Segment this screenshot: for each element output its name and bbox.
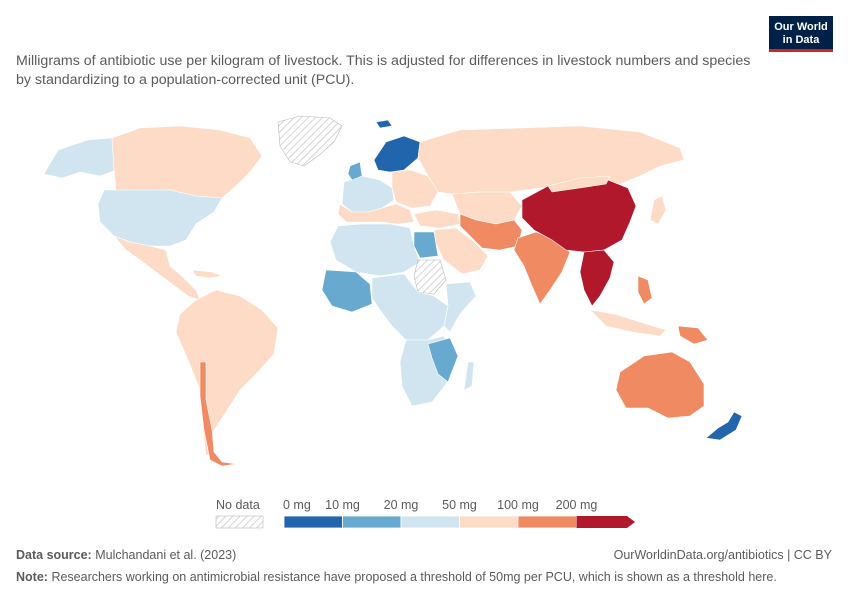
note-label: Note: bbox=[16, 570, 48, 584]
region-papua-new-guinea[interactable] bbox=[677, 325, 709, 345]
region-mexico[interactable] bbox=[113, 235, 201, 301]
legend-label-1: 10 mg bbox=[325, 498, 360, 512]
legend-no-data-label: No data bbox=[216, 498, 260, 512]
region-iceland[interactable] bbox=[375, 119, 393, 129]
region-central-africa[interactable] bbox=[371, 273, 449, 341]
region-caribbean[interactable] bbox=[191, 269, 223, 279]
footer-note: Note: Researchers working on antimicrobi… bbox=[16, 570, 777, 584]
legend-swatch-3 bbox=[459, 515, 519, 529]
note-value: Researchers working on antimicrobial res… bbox=[51, 570, 777, 584]
region-chile[interactable] bbox=[199, 361, 237, 467]
region-usa[interactable] bbox=[97, 189, 223, 247]
legend-swatch-5 bbox=[576, 516, 635, 528]
region-russia[interactable] bbox=[417, 125, 685, 195]
region-egypt[interactable] bbox=[413, 231, 439, 259]
region-uk[interactable] bbox=[347, 161, 363, 181]
region-southeast-asia[interactable] bbox=[579, 249, 615, 307]
region-western-europe[interactable] bbox=[341, 175, 395, 213]
region-mongolia[interactable] bbox=[547, 175, 611, 193]
legend-swatch-2 bbox=[400, 515, 460, 529]
region-east-africa[interactable] bbox=[443, 281, 477, 333]
legend-label-0: 0 mg bbox=[283, 498, 311, 512]
region-turkey[interactable] bbox=[413, 209, 461, 229]
legend-label-5: 200 mg bbox=[556, 498, 598, 512]
legend-swatch-0 bbox=[283, 515, 343, 529]
legend-label-3: 50 mg bbox=[442, 498, 477, 512]
region-australia[interactable] bbox=[615, 351, 705, 419]
owid-logo[interactable]: Our World in Data bbox=[769, 16, 833, 52]
source-value[interactable]: Mulchandani et al. (2023) bbox=[95, 548, 237, 562]
region-japan[interactable] bbox=[649, 195, 667, 225]
region-alaska[interactable] bbox=[43, 137, 117, 179]
region-eastern-europe[interactable] bbox=[391, 169, 439, 209]
region-mozambique[interactable] bbox=[427, 337, 459, 383]
region-indonesia[interactable] bbox=[589, 309, 667, 337]
legend: No data 0 mg 10 mg 20 mg 50 mg 100 mg 200 mg bbox=[215, 498, 635, 529]
legend-label-4: 100 mg bbox=[497, 498, 539, 512]
region-canada[interactable] bbox=[111, 125, 263, 199]
legend-swatch-4 bbox=[517, 515, 577, 529]
region-scandinavia[interactable] bbox=[373, 135, 421, 173]
footer-credit[interactable]: OurWorldinData.org/antibiotics | CC BY bbox=[613, 548, 832, 562]
region-south-america[interactable] bbox=[175, 289, 279, 457]
logo-line-2: in Data bbox=[782, 34, 820, 46]
region-west-africa[interactable] bbox=[321, 269, 373, 313]
footer-source: Data source: Mulchandani et al. (2023) bbox=[16, 548, 236, 562]
region-madagascar[interactable] bbox=[463, 361, 475, 391]
region-philippines[interactable] bbox=[637, 275, 653, 305]
region-middle-east[interactable] bbox=[433, 227, 489, 275]
region-sudan[interactable] bbox=[413, 259, 447, 295]
world-map bbox=[43, 115, 743, 467]
logo-line-1: Our World bbox=[774, 21, 828, 33]
legend-no-data-swatch bbox=[215, 515, 264, 529]
region-greenland[interactable] bbox=[277, 115, 343, 167]
legend-swatch-1 bbox=[342, 515, 402, 529]
region-new-zealand[interactable] bbox=[705, 411, 743, 441]
chart-subtitle: Milligrams of antibiotic use per kilogra… bbox=[16, 53, 751, 88]
region-north-africa[interactable] bbox=[329, 223, 421, 277]
source-label: Data source: bbox=[16, 548, 92, 562]
legend-label-2: 20 mg bbox=[384, 498, 419, 512]
region-southern-europe[interactable] bbox=[337, 203, 415, 225]
